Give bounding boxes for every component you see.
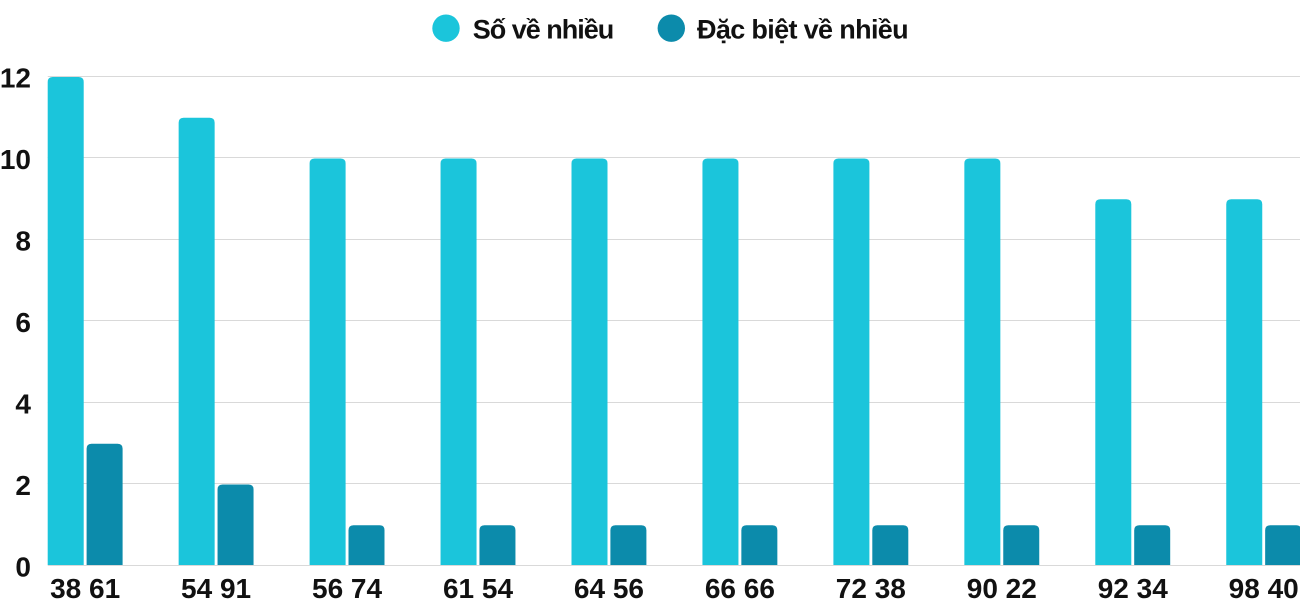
svg-text:64 56: 64 56 xyxy=(574,573,644,600)
svg-text:98 40: 98 40 xyxy=(1229,573,1299,600)
svg-text:Số về nhiều: Số về nhiều xyxy=(473,15,614,45)
svg-text:66 66: 66 66 xyxy=(705,573,775,600)
svg-text:4: 4 xyxy=(15,389,31,420)
svg-text:56 74: 56 74 xyxy=(312,573,382,600)
svg-text:6: 6 xyxy=(15,307,31,338)
svg-text:92 34: 92 34 xyxy=(1098,573,1168,600)
svg-text:8: 8 xyxy=(15,226,31,257)
svg-text:90 22: 90 22 xyxy=(967,573,1037,600)
svg-text:0: 0 xyxy=(15,552,31,583)
svg-text:72 38: 72 38 xyxy=(836,573,906,600)
svg-text:54 91: 54 91 xyxy=(181,573,251,600)
svg-text:10: 10 xyxy=(0,144,31,175)
svg-text:Đặc biệt về nhiều: Đặc biệt về nhiều xyxy=(697,15,908,45)
svg-text:12: 12 xyxy=(0,63,31,94)
svg-text:2: 2 xyxy=(15,470,31,501)
svg-text:38 61: 38 61 xyxy=(50,573,120,600)
svg-text:61 54: 61 54 xyxy=(443,573,513,600)
